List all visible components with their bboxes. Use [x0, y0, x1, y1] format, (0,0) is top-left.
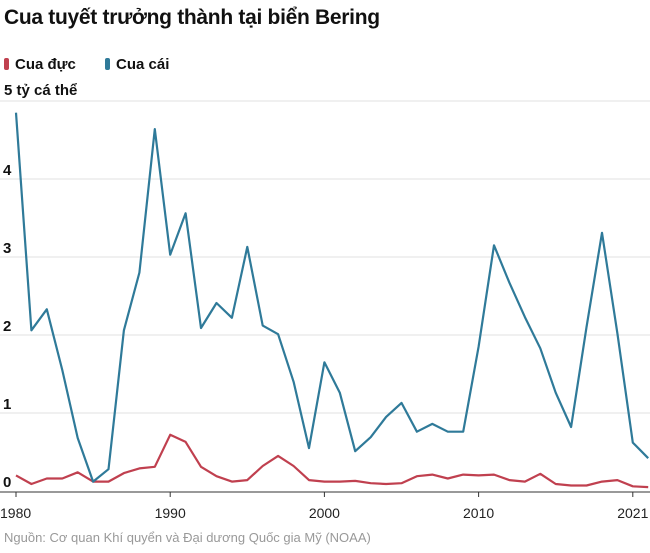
legend-item-female: Cua cái: [105, 56, 169, 73]
legend-item-male: Cua đực: [4, 56, 76, 73]
y-tick-label: 2: [3, 318, 11, 335]
source-note: Nguồn: Cơ quan Khí quyển và Đại dương Qu…: [4, 530, 371, 545]
y-tick-label: 4: [3, 162, 12, 179]
y-tick-label: 3: [3, 240, 11, 257]
x-tick-label: 2000: [309, 505, 340, 521]
y-tick-label: 1: [3, 396, 11, 413]
legend-swatch-female: [105, 58, 110, 70]
y-tick-label: 0: [3, 474, 11, 491]
x-tick-label: 2021: [617, 505, 648, 521]
legend-swatch-male: [4, 58, 9, 70]
series-line-female: [14, 112, 649, 483]
y-axis-top-label: 5 tỷ cá thể: [4, 82, 78, 99]
legend-label-male: Cua đực: [15, 56, 76, 73]
series-line-male: [15, 433, 649, 489]
x-tick-label: 1990: [155, 505, 186, 521]
x-tick-label: 2010: [463, 505, 494, 521]
legend-label-female: Cua cái: [116, 56, 170, 73]
x-tick-label: 1980: [0, 505, 31, 521]
chart-title: Cua tuyết trưởng thành tại biển Bering: [4, 6, 380, 29]
